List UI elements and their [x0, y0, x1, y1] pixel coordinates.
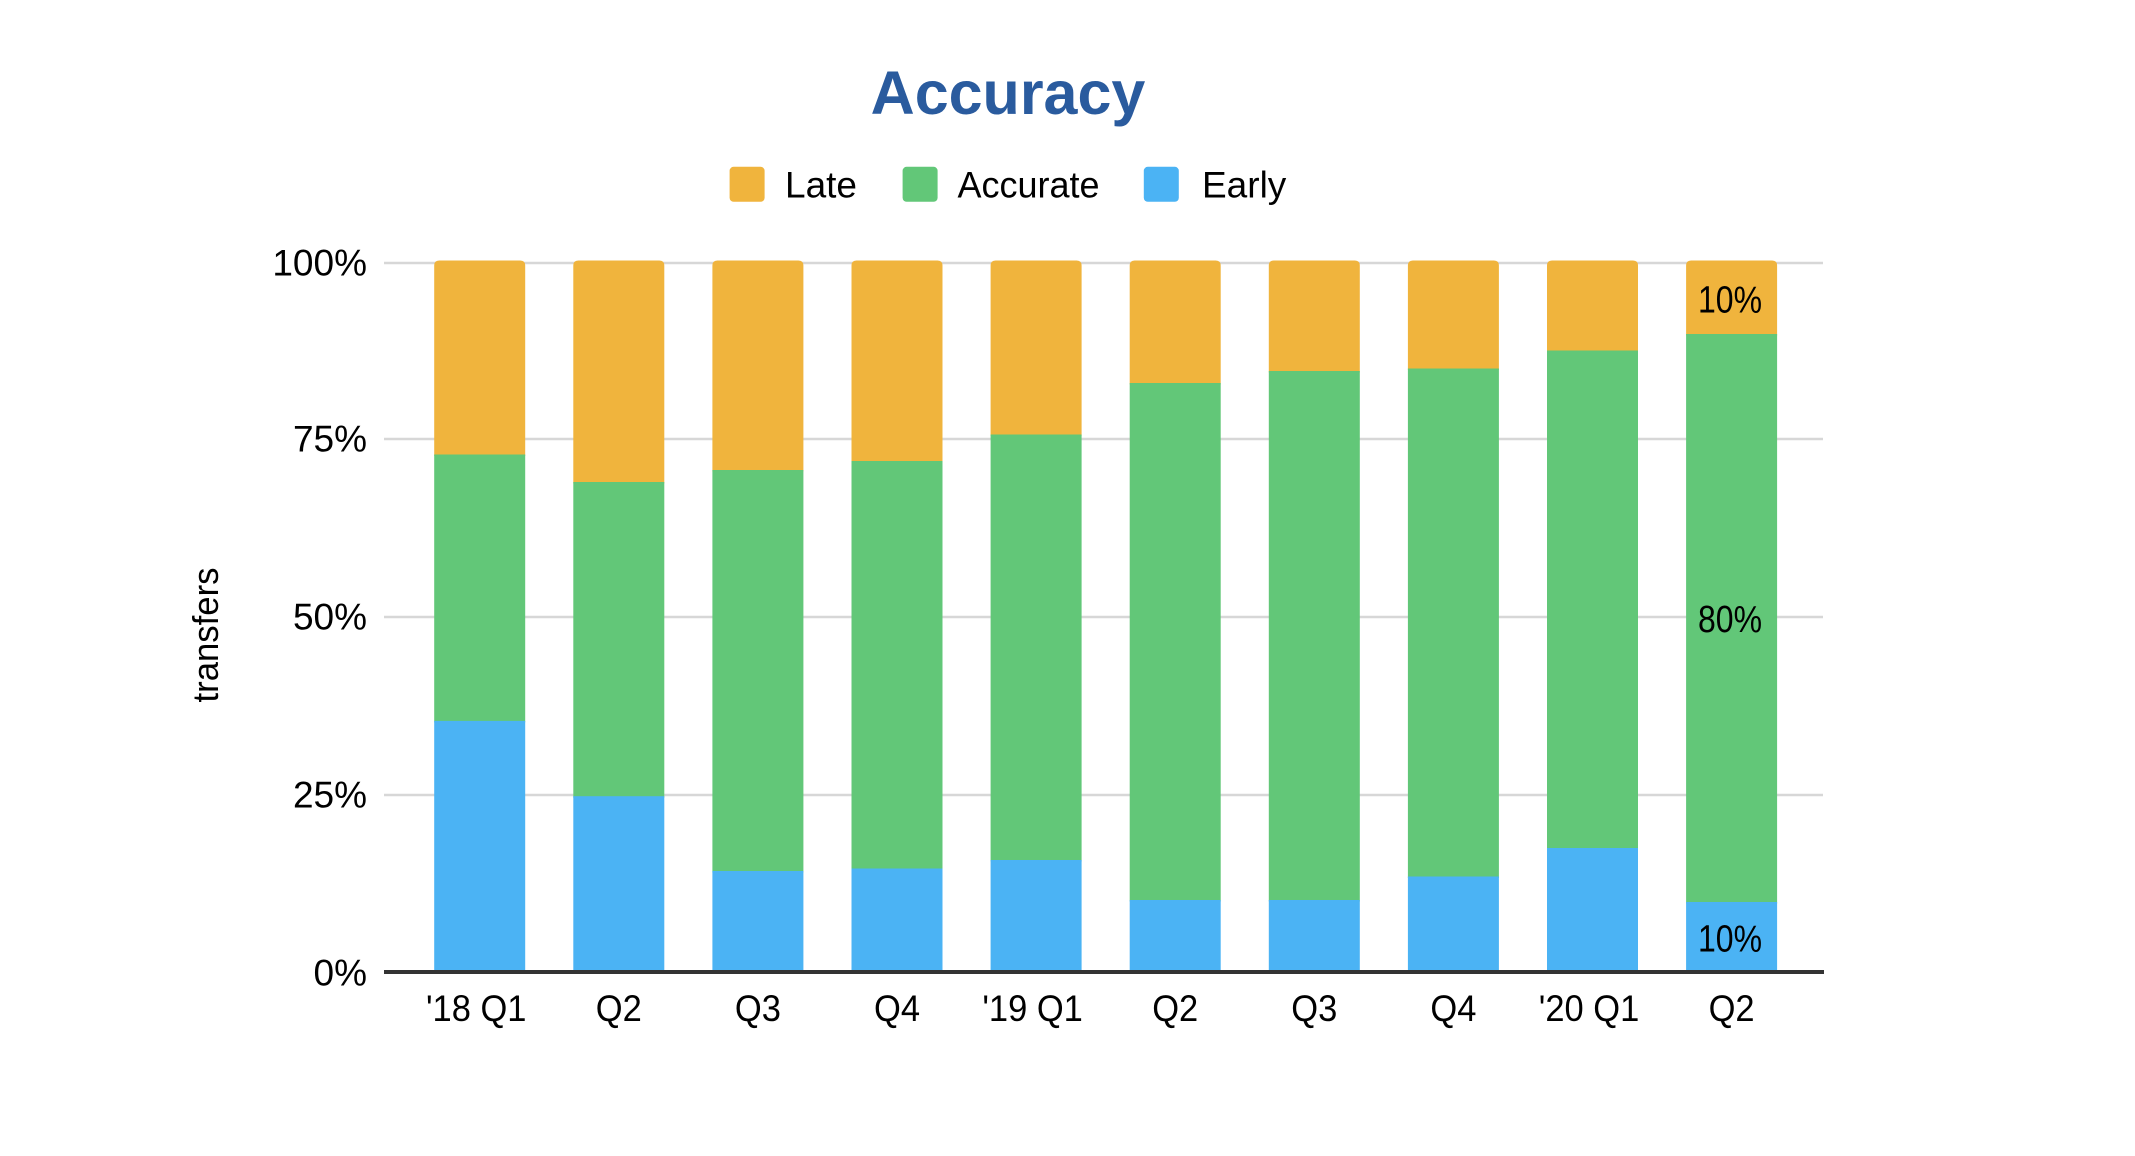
svg-text:'19 Q1: '19 Q1 [982, 988, 1083, 1029]
svg-text:Late: Late [785, 165, 857, 206]
svg-text:0%: 0% [314, 953, 367, 994]
svg-text:Accurate: Accurate [958, 165, 1100, 206]
svg-text:Accuracy: Accuracy [871, 59, 1146, 127]
svg-text:Q2: Q2 [1709, 988, 1755, 1029]
svg-text:transfers: transfers [185, 568, 226, 703]
svg-text:Q3: Q3 [1291, 988, 1337, 1029]
svg-text:Q4: Q4 [1430, 988, 1476, 1029]
svg-text:80%: 80% [1698, 599, 1762, 641]
svg-text:25%: 25% [293, 775, 367, 816]
svg-text:75%: 75% [293, 419, 367, 460]
svg-text:Q2: Q2 [1152, 988, 1198, 1029]
svg-text:Q2: Q2 [596, 988, 642, 1029]
svg-text:Q4: Q4 [874, 988, 920, 1029]
svg-text:10%: 10% [1698, 280, 1762, 322]
svg-text:10%: 10% [1698, 919, 1762, 961]
svg-text:'20 Q1: '20 Q1 [1539, 988, 1640, 1029]
svg-text:'18 Q1: '18 Q1 [426, 988, 527, 1029]
svg-text:Q3: Q3 [735, 988, 781, 1029]
svg-text:100%: 100% [272, 243, 367, 284]
svg-text:50%: 50% [293, 597, 367, 638]
svg-text:Early: Early [1202, 165, 1287, 206]
